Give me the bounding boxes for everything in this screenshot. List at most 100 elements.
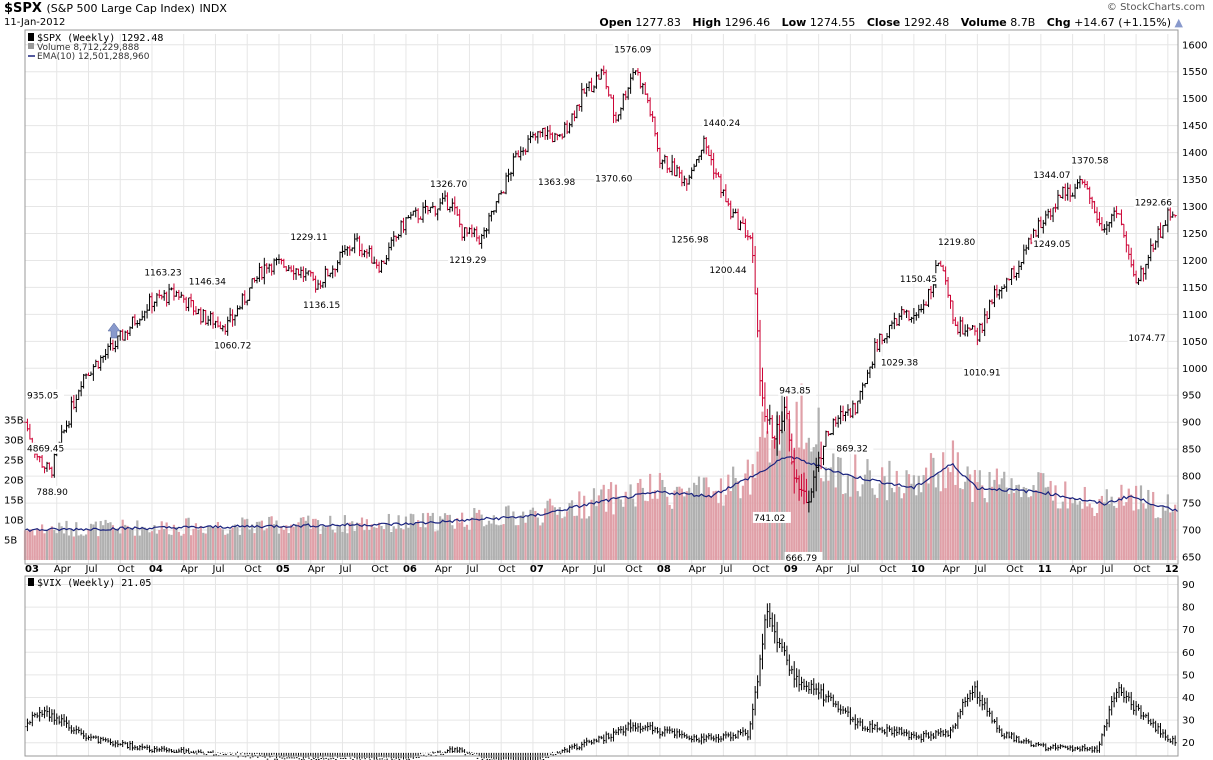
price-bar <box>1063 183 1067 201</box>
vix-bar <box>639 722 642 734</box>
date-tick-label: Jul <box>592 564 605 575</box>
volume-bar <box>238 534 241 560</box>
price-bar <box>1102 224 1106 233</box>
volume-bar <box>563 516 566 560</box>
vix-bar <box>149 745 152 753</box>
price-bar <box>1027 237 1031 251</box>
vix-bar <box>105 737 108 742</box>
volume-bar <box>612 514 615 560</box>
vix-bar <box>608 732 611 740</box>
vix-bar <box>781 638 784 653</box>
volume-bar <box>304 520 307 560</box>
brand-link[interactable]: © StockCharts.com <box>1106 2 1205 13</box>
annotation-bg <box>213 339 252 351</box>
collapse-arrow-icon[interactable]: ▲ <box>1174 16 1183 29</box>
volume-bar <box>397 515 400 560</box>
price-bar <box>948 294 953 309</box>
volume-bars <box>23 383 1177 560</box>
ema-legend-text: EMA(10) 12,501,288,960 <box>37 52 150 62</box>
volume-bar <box>666 496 669 560</box>
vix-bar <box>996 717 999 733</box>
vix-bar <box>569 745 572 753</box>
annotation-bg <box>1032 238 1071 250</box>
volume-bar <box>758 436 762 560</box>
vix-bar <box>708 733 711 740</box>
volume-bar <box>512 511 515 560</box>
price-bar <box>348 245 352 256</box>
close-label: Close <box>866 16 901 29</box>
volume-bar <box>727 474 730 560</box>
price-bar <box>84 373 88 379</box>
volume-bar <box>583 495 586 560</box>
volume-bar <box>84 534 88 560</box>
vix-bar <box>185 748 188 753</box>
vix-bar <box>534 752 536 760</box>
volume-bar <box>570 500 574 560</box>
annotation-bg <box>26 442 64 454</box>
vix-bar <box>41 709 44 717</box>
volume-bar <box>744 473 747 560</box>
price-bar <box>489 210 494 222</box>
vix-bar <box>141 743 144 751</box>
volume-bar <box>1120 484 1123 560</box>
volume-bar <box>177 531 180 560</box>
vix-bar <box>195 750 198 755</box>
vix-bar <box>1045 743 1048 752</box>
volume-bar <box>793 449 796 560</box>
price-bar <box>484 227 489 238</box>
volume-bar <box>341 531 344 560</box>
volume-bar <box>776 415 779 560</box>
volume-bar <box>50 526 53 560</box>
volume-bar <box>385 523 388 560</box>
vix-bar <box>85 733 88 742</box>
price-bar <box>978 322 982 343</box>
volume-tick-label: 35B <box>4 416 24 427</box>
price-bar <box>397 233 401 240</box>
volume-bar <box>705 477 708 560</box>
annotation-bg <box>187 275 226 287</box>
vix-bar <box>757 675 760 699</box>
price-bar <box>416 208 420 224</box>
volume-bar <box>233 524 237 560</box>
price-bar <box>335 260 340 273</box>
vix-bar <box>891 727 894 736</box>
price-bar <box>1107 221 1111 233</box>
price-bar <box>294 268 298 280</box>
annotation-label: 1344.07 <box>1033 171 1070 181</box>
annotation-bg <box>302 298 341 310</box>
price-bar <box>162 289 166 301</box>
price-bar <box>743 218 747 239</box>
vix-bar <box>266 752 269 760</box>
date-tick-label: Jul <box>465 564 478 575</box>
vix-line <box>24 603 1177 760</box>
vix-bar <box>930 731 933 741</box>
price-bar <box>1110 213 1114 228</box>
volume-bar <box>636 482 640 560</box>
price-bar <box>292 265 296 281</box>
vix-bar <box>835 700 838 708</box>
vix-bar <box>134 745 137 751</box>
price-tick-label: 1500 <box>1182 94 1207 105</box>
annotation-bg <box>708 264 747 276</box>
volume-bar <box>986 502 989 560</box>
volume-bar <box>497 525 500 560</box>
annotation-label: 1229.11 <box>290 233 327 243</box>
volume-bar <box>365 519 368 560</box>
volume-bar <box>285 525 288 560</box>
volume-bar <box>336 525 339 560</box>
volume-bar <box>883 476 886 560</box>
vix-bar <box>1067 745 1070 751</box>
price-bar <box>184 296 188 311</box>
volume-bar <box>1105 489 1108 560</box>
vix-tick-label: 40 <box>1182 693 1195 704</box>
vix-bar <box>674 728 677 739</box>
vix-bar <box>1086 746 1089 752</box>
vix-bar <box>471 752 474 755</box>
volume-bar <box>903 493 906 560</box>
vix-bar <box>766 603 769 629</box>
volume-bar <box>656 498 659 560</box>
price-bar <box>367 245 371 257</box>
price-bar <box>1132 259 1136 277</box>
price-bar <box>724 184 728 203</box>
volume-bar <box>529 509 532 560</box>
